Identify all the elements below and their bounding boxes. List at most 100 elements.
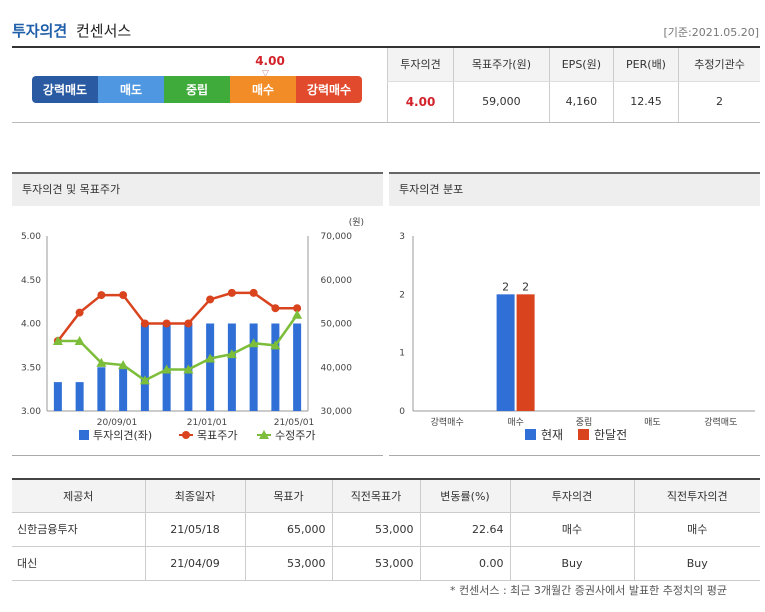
left-axis-tick-label: 3.50	[21, 363, 41, 373]
y-axis-tick-label: 1	[399, 349, 405, 359]
summary-target-price: 59,000	[453, 81, 550, 122]
target-price-point	[184, 319, 193, 328]
target-price-point	[271, 304, 280, 313]
bar-data-label: 2	[522, 280, 529, 293]
summary-header-row: 투자의견 목표주가(원) EPS(원) PER(배) 추정기관수	[386, 48, 760, 82]
summary-header-cell: 추정기관수	[678, 48, 760, 82]
previous-opinion: 매수	[633, 512, 760, 547]
opinion-scale-sell: 매도	[98, 76, 164, 103]
adjusted-price-line	[57, 314, 299, 382]
legend-swatch-opinion	[79, 430, 89, 440]
detail-header-cell: 목표가	[244, 478, 332, 513]
opinion-scale-buy: 매수	[230, 76, 296, 103]
previous-opinion: Buy	[633, 546, 760, 581]
previous-target-price: 53,000	[331, 546, 420, 581]
target-price: 53,000	[244, 546, 332, 581]
target-price: 65,000	[244, 512, 332, 547]
target-price-point	[249, 288, 258, 297]
detail-header-cell: 최종일자	[144, 478, 245, 513]
opinion-bar	[140, 323, 149, 411]
adjusted-price-point	[96, 357, 107, 367]
target-price-point	[140, 319, 149, 328]
opinion-bar	[119, 367, 128, 411]
target-price-point	[293, 304, 302, 313]
opinion-marker-value: 4.00	[255, 54, 285, 68]
target-price-line	[56, 291, 298, 342]
adjusted-price-point	[118, 360, 129, 370]
adjusted-price-point	[205, 353, 216, 363]
opinion-bar	[293, 323, 302, 411]
opinion-bar	[75, 382, 84, 411]
left-axis-tick-label: 4.00	[21, 320, 41, 330]
distribution-bar-current	[496, 294, 515, 411]
target-price-point	[162, 319, 171, 328]
opinion-scale-neutral: 중립	[164, 76, 230, 103]
legend-label: 현재	[541, 428, 563, 442]
category-label: 매수	[507, 417, 524, 428]
opinion-bar	[271, 323, 280, 411]
opinion-distribution-chart-title: 투자의견 분포	[389, 172, 760, 206]
opinion-bar	[53, 382, 62, 411]
adjusted-price-point	[248, 338, 259, 348]
opinion: 매수	[509, 512, 634, 547]
right-axis-tick-label: 60,000	[321, 276, 353, 286]
summary-header-cell: 투자의견	[386, 48, 454, 82]
opinion-target-chart-title: 투자의견 및 목표주가	[12, 172, 383, 206]
adjusted-price-point	[292, 309, 303, 319]
adjusted-price-point	[270, 340, 281, 350]
category-label: 강력매도	[704, 416, 737, 428]
opinion-scale-strong-buy: 강력매수	[296, 76, 362, 103]
x-axis-tick-label: 21/05/01	[274, 418, 314, 428]
report-date: 21/05/18	[144, 512, 245, 547]
left-axis-tick-label: 3.00	[21, 407, 41, 417]
change-rate: 0.00	[419, 546, 510, 581]
bar-data-label: 2	[502, 280, 509, 293]
change-rate: 22.64	[419, 512, 510, 547]
adjusted-price-point	[74, 336, 85, 345]
page-title: 투자의견	[12, 22, 68, 40]
opinion-bar	[227, 323, 236, 411]
opinion-bar	[97, 367, 106, 411]
distribution-bar-month-ago	[516, 294, 535, 411]
table-row: 신한금융투자 21/05/18 65,000 53,000 22.64 매수 매…	[12, 512, 760, 547]
broker-name: 신한금융투자	[12, 512, 145, 547]
legend-label: 투자의견(좌)	[93, 429, 152, 442]
legend-label: 목표주가	[197, 429, 237, 442]
consensus-footnote: * 컨센서스 : 최근 3개월간 증권사에서 발표한 추정치의 평균	[450, 584, 727, 597]
target-price-point	[119, 291, 128, 300]
summary-institution-count: 2	[678, 81, 760, 122]
opinion-target-price-chart: 5.00 4.50 4.00 3.50 3.00 70,000 60,000 50,000 40…	[21, 217, 364, 442]
header-divider	[12, 46, 760, 48]
detail-header-cell: 직전투자의견	[633, 478, 760, 513]
legend-label: 한달전	[594, 428, 627, 442]
category-label: 매도	[644, 417, 661, 428]
summary-per: 12.45	[612, 81, 679, 122]
summary-value-row: 4.00 59,000 4,160 12.45 2	[386, 81, 760, 122]
table-row: 대신 21/04/09 53,000 53,000 0.00 Buy Buy	[12, 546, 760, 581]
category-label: 중립	[576, 417, 593, 428]
report-date: 21/04/09	[144, 546, 245, 581]
adjusted-price-point	[52, 336, 63, 345]
adjusted-price-point	[183, 364, 194, 374]
opinion: Buy	[509, 546, 634, 581]
page-subtitle: 컨센서스	[76, 22, 132, 40]
target-price-point	[97, 291, 106, 300]
left-axis-tick-label: 5.00	[21, 232, 41, 242]
target-price-point	[206, 295, 215, 304]
legend-swatch-target-point	[182, 431, 190, 439]
legend-swatch-current	[525, 429, 536, 440]
summary-header-cell: EPS(원)	[548, 48, 614, 82]
category-label: 강력매수	[431, 416, 464, 428]
right-axis-tick-label: 50,000	[321, 320, 353, 330]
adjusted-price-point	[161, 364, 172, 374]
opinion-bar	[206, 323, 215, 411]
summary-eps: 4,160	[548, 81, 614, 122]
y-axis-tick-label: 2	[399, 290, 405, 300]
x-axis-tick-label: 21/01/01	[187, 418, 227, 428]
right-axis-tick-label: 70,000	[321, 232, 353, 242]
adjusted-price-point	[139, 375, 150, 385]
broker-name: 대신	[12, 546, 145, 581]
detail-header-cell: 변동률(%)	[419, 478, 510, 513]
target-price-point	[227, 288, 236, 297]
